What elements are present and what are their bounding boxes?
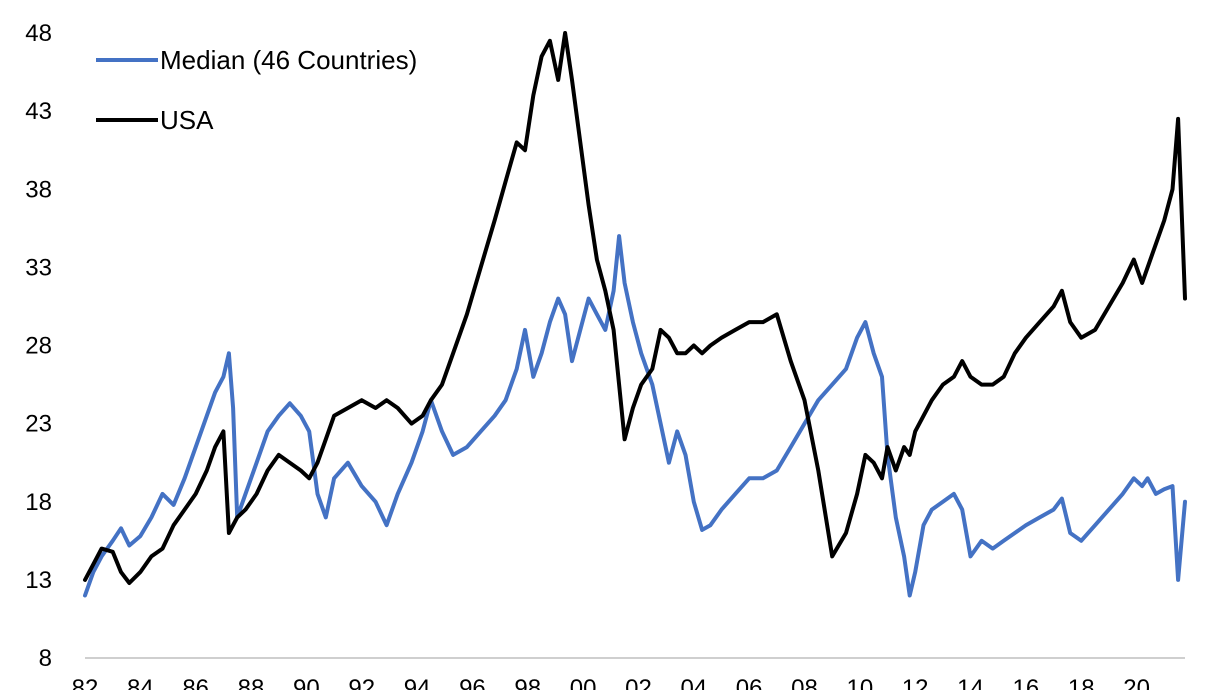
x-tick-label: 08 [791,675,818,690]
x-tick-label: 84 [127,675,154,690]
y-tick-label: 43 [25,98,52,125]
x-tick-label: 96 [459,675,486,690]
x-axis-ticks: 82 84 86 88 90 92 94 96 98 00 02 04 06 08 10 12 14 16 18 20 [72,675,1150,690]
x-tick-label: 04 [680,675,707,690]
legend: Median (46 Countries) USA [96,45,417,135]
x-tick-label: 10 [846,675,873,690]
y-tick-label: 13 [25,567,52,594]
x-tick-label: 12 [902,675,929,690]
x-tick-label: 02 [625,675,652,690]
y-tick-label: 33 [25,254,52,281]
x-tick-label: 88 [238,675,265,690]
series-line-usa [83,31,1187,585]
y-axis-ticks: 8 13 18 23 28 33 38 43 48 [25,20,52,672]
x-tick-label: 00 [570,675,597,690]
x-tick-label: 14 [957,675,984,690]
legend-label: Median (46 Countries) [160,45,417,75]
x-tick-label: 18 [1068,675,1095,690]
series-lines [83,31,1187,598]
legend-label: USA [160,105,214,135]
x-tick-label: 20 [1123,675,1150,690]
x-tick-label: 98 [514,675,541,690]
x-tick-label: 86 [182,675,209,690]
x-tick-label: 94 [404,675,431,690]
y-tick-label: 48 [25,20,52,47]
x-tick-label: 82 [72,675,99,690]
y-tick-label: 38 [25,176,52,203]
series-line-median [83,234,1187,598]
x-tick-label: 90 [293,675,320,690]
y-tick-label: 23 [25,411,52,438]
y-tick-label: 8 [39,645,52,672]
x-tick-label: 06 [736,675,763,690]
y-tick-label: 28 [25,333,52,360]
x-tick-label: 92 [348,675,375,690]
y-tick-label: 18 [25,489,52,516]
x-tick-label: 16 [1013,675,1040,690]
